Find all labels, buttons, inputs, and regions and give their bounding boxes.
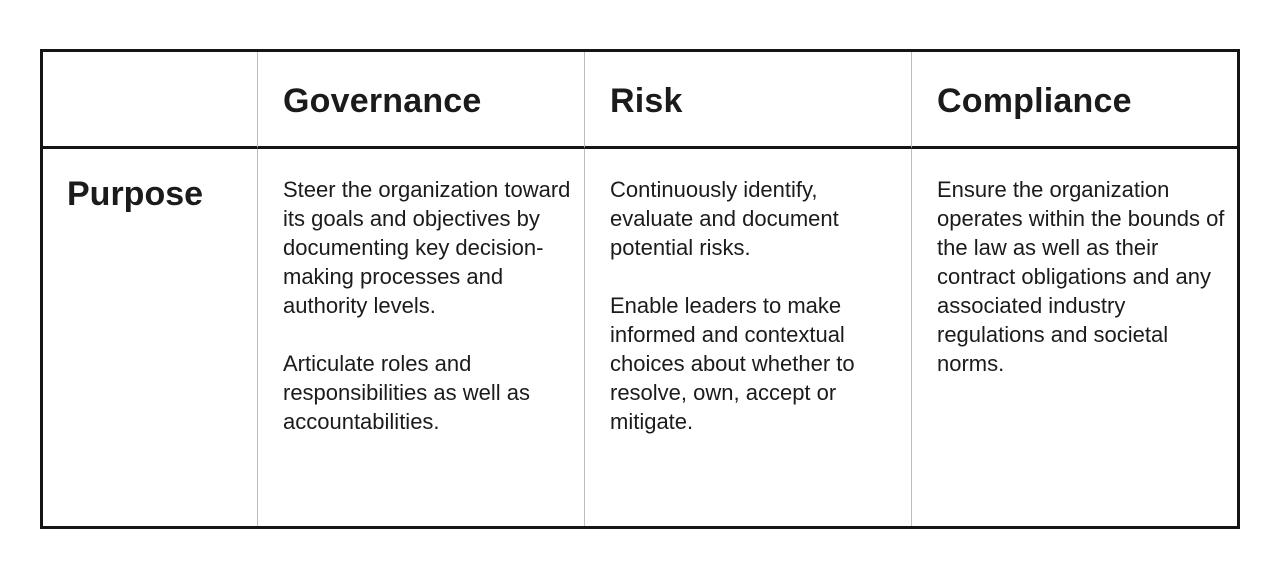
risk-purpose-cell: Continuously identify, evaluate and docu… bbox=[584, 149, 911, 526]
governance-purpose-cell: Steer the organization toward its goals … bbox=[257, 149, 584, 526]
row-header-purpose: Purpose bbox=[67, 175, 204, 213]
column-header-risk: Risk bbox=[584, 52, 911, 149]
column-header-compliance: Compliance bbox=[911, 52, 1237, 149]
corner-cell bbox=[43, 52, 257, 149]
compliance-purpose-cell: Ensure the organization operates within … bbox=[911, 149, 1237, 526]
risk-purpose-paragraph: Continuously identify, evaluate and docu… bbox=[610, 177, 839, 260]
column-header-governance: Governance bbox=[257, 52, 584, 149]
grc-comparison-table: Governance Risk Compliance Purpose Steer… bbox=[40, 49, 1240, 529]
governance-purpose-paragraph: Steer the organization toward its goals … bbox=[283, 177, 571, 318]
compliance-purpose-paragraph: Ensure the organization operates within … bbox=[937, 177, 1225, 376]
risk-purpose-paragraph: Enable leaders to make informed and cont… bbox=[610, 293, 855, 434]
governance-purpose-paragraph: Articulate roles and responsibilities as… bbox=[283, 351, 530, 434]
